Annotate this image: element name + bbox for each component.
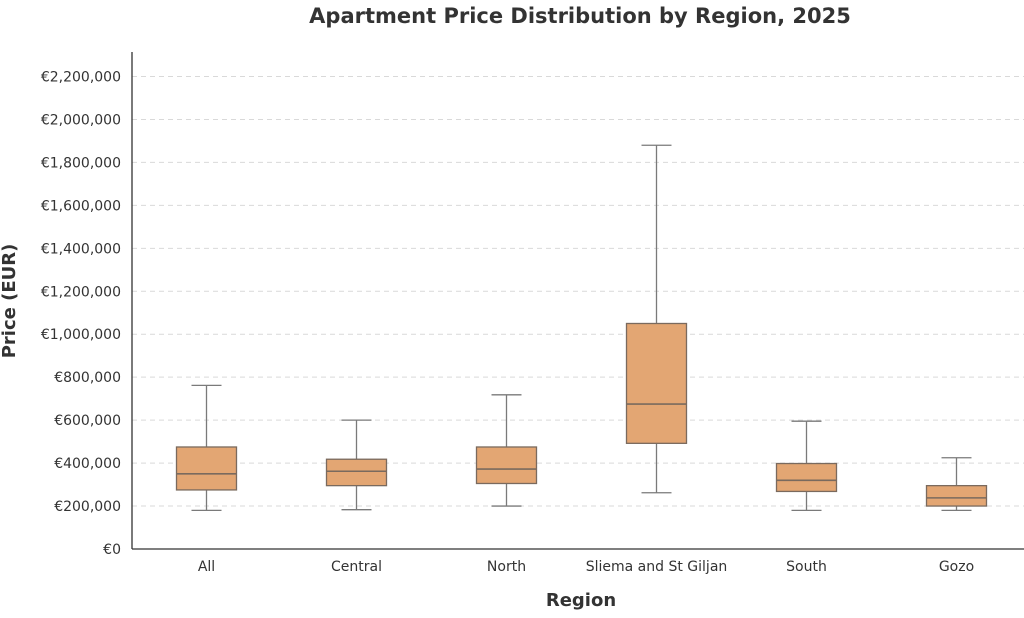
iqr-box bbox=[925, 484, 988, 507]
y-tick-label: €2,200,000 bbox=[41, 70, 121, 86]
x-tick-label: Gozo bbox=[939, 559, 974, 575]
y-tick-label: €0 bbox=[103, 542, 121, 558]
y-tick-label: €800,000 bbox=[54, 370, 121, 386]
x-tick-label: North bbox=[487, 559, 526, 575]
chart-title: Apartment Price Distribution by Region, … bbox=[309, 4, 851, 28]
iqr-box bbox=[475, 446, 538, 485]
box-group bbox=[625, 144, 688, 494]
box-group bbox=[925, 457, 988, 511]
x-tick-label: South bbox=[786, 559, 827, 575]
box-group bbox=[175, 384, 238, 511]
x-tick-label: All bbox=[198, 559, 215, 575]
x-axis-label: Region bbox=[546, 590, 616, 611]
iqr-box bbox=[325, 458, 388, 487]
iqr-box bbox=[175, 446, 238, 491]
x-tick-labels: All Central North Sliema and St Giljan South… bbox=[198, 559, 974, 575]
y-tick-label: €200,000 bbox=[54, 499, 121, 515]
y-tick-label: €1,200,000 bbox=[41, 284, 121, 300]
y-tick-label: €400,000 bbox=[54, 456, 121, 472]
y-tick-label: €600,000 bbox=[54, 413, 121, 429]
y-tick-labels: €0 €200,000 €400,000 €600,000 €800,000 €1,000… bbox=[41, 70, 121, 559]
grid-lines bbox=[132, 76, 1024, 507]
y-axis-label: Price (EUR) bbox=[0, 244, 20, 359]
x-tick-label: Sliema and St Giljan bbox=[586, 559, 728, 575]
y-tick-label: €1,400,000 bbox=[41, 241, 121, 257]
x-tick-label: Central bbox=[331, 559, 382, 575]
box-group bbox=[475, 394, 538, 507]
y-tick-label: €1,800,000 bbox=[41, 155, 121, 171]
box-group bbox=[775, 420, 838, 511]
y-tick-label: €1,600,000 bbox=[41, 198, 121, 214]
iqr-box bbox=[625, 322, 688, 444]
y-tick-label: €1,000,000 bbox=[41, 327, 121, 343]
y-tick-label: €2,000,000 bbox=[41, 112, 121, 128]
boxes bbox=[175, 144, 988, 511]
iqr-box bbox=[775, 462, 838, 493]
box-group bbox=[325, 419, 388, 511]
axes bbox=[131, 52, 1024, 550]
